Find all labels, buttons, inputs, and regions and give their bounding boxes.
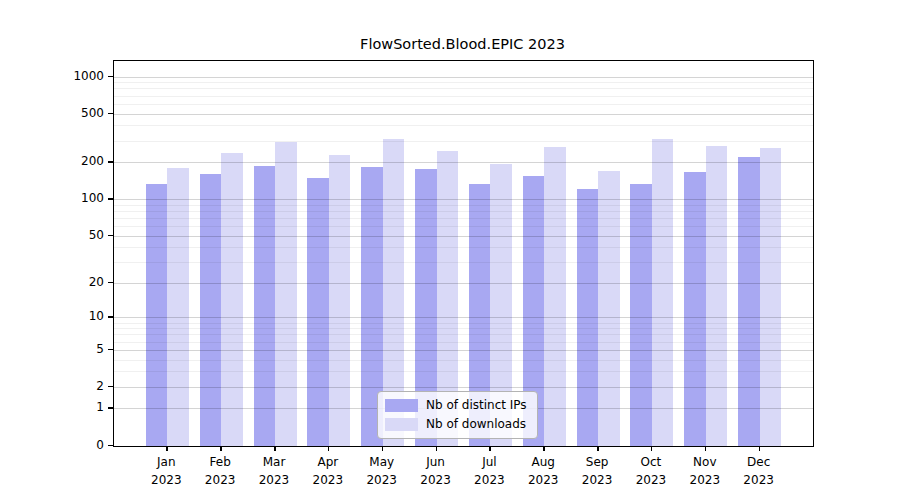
major-gridline — [114, 199, 813, 200]
plot-area — [113, 60, 814, 447]
minor-gridline — [114, 211, 813, 212]
x-tick-mark — [328, 446, 330, 451]
x-tick-label-jun: Jun 2023 — [406, 453, 466, 489]
y-tick-label: 500 — [60, 105, 104, 121]
legend-label-downloads: Nb of downloads — [426, 417, 526, 432]
y-tick-label: 50 — [60, 227, 104, 243]
y-tick-label: 5 — [60, 341, 104, 357]
legend-swatch-distinct-ips — [385, 399, 418, 412]
bar-oct-distinct-ips — [630, 184, 652, 445]
x-tick-mark — [705, 446, 707, 451]
x-tick-mark — [274, 446, 276, 451]
bar-oct-downloads — [652, 139, 674, 446]
major-gridline — [114, 317, 813, 318]
x-tick-mark — [759, 446, 761, 451]
minor-gridline — [114, 328, 813, 329]
minor-gridline — [114, 247, 813, 248]
legend-swatch-downloads — [385, 418, 418, 431]
y-tick-mark — [108, 316, 113, 318]
minor-gridline — [114, 125, 813, 126]
y-tick-label: 1 — [60, 399, 104, 415]
y-tick-label: 200 — [60, 153, 104, 169]
major-gridline — [114, 162, 813, 163]
x-tick-mark — [220, 446, 222, 451]
major-gridline — [114, 77, 813, 78]
legend-label-distinct-ips: Nb of distinct IPs — [426, 398, 527, 413]
x-tick-label-oct: Oct 2023 — [621, 453, 681, 489]
y-tick-mark — [108, 282, 113, 284]
major-gridline — [114, 114, 813, 115]
major-gridline — [114, 283, 813, 284]
x-tick-mark — [543, 446, 545, 451]
bar-mar-distinct-ips — [254, 166, 276, 445]
minor-gridline — [114, 371, 813, 372]
minor-gridline — [114, 141, 813, 142]
major-gridline — [114, 387, 813, 388]
y-tick-label: 10 — [60, 308, 104, 324]
bar-nov-distinct-ips — [684, 172, 706, 446]
x-tick-label-aug: Aug 2023 — [513, 453, 573, 489]
y-tick-label: 1000 — [60, 68, 104, 84]
y-tick-label: 100 — [60, 190, 104, 206]
minor-gridline — [114, 334, 813, 335]
bar-mar-downloads — [275, 142, 297, 446]
x-tick-label-apr: Apr 2023 — [298, 453, 358, 489]
y-tick-mark — [108, 235, 113, 237]
y-tick-mark — [108, 386, 113, 388]
minor-gridline — [114, 218, 813, 219]
y-tick-mark — [108, 76, 113, 78]
bar-dec-distinct-ips — [738, 157, 760, 445]
y-tick-mark — [108, 198, 113, 200]
x-tick-mark — [436, 446, 438, 451]
major-gridline — [114, 236, 813, 237]
minor-gridline — [114, 96, 813, 97]
minor-gridline — [114, 262, 813, 263]
minor-gridline — [114, 205, 813, 206]
bar-feb-distinct-ips — [200, 174, 222, 446]
x-tick-label-dec: Dec 2023 — [729, 453, 789, 489]
minor-gridline — [114, 360, 813, 361]
x-tick-mark — [382, 446, 384, 451]
x-tick-label-jan: Jan 2023 — [136, 453, 196, 489]
minor-gridline — [114, 323, 813, 324]
minor-gridline — [114, 104, 813, 105]
chart-title: FlowSorted.Blood.EPIC 2023 — [113, 36, 812, 52]
bar-feb-downloads — [221, 153, 243, 446]
x-tick-label-may: May 2023 — [352, 453, 412, 489]
y-tick-label: 2 — [60, 378, 104, 394]
bar-nov-downloads — [706, 146, 728, 446]
y-tick-mark — [108, 407, 113, 409]
legend-entry-distinct-ips: Nb of distinct IPs — [385, 398, 527, 413]
minor-gridline — [114, 226, 813, 227]
bar-dec-downloads — [760, 148, 782, 446]
y-tick-mark — [108, 445, 113, 447]
minor-gridline — [114, 342, 813, 343]
x-tick-label-sep: Sep 2023 — [567, 453, 627, 489]
minor-gridline — [114, 88, 813, 89]
bar-aug-downloads — [544, 147, 566, 446]
y-tick-mark — [108, 349, 113, 351]
x-tick-mark — [597, 446, 599, 451]
x-tick-mark — [489, 446, 491, 451]
bar-jan-distinct-ips — [146, 184, 168, 446]
x-tick-label-feb: Feb 2023 — [190, 453, 250, 489]
x-tick-label-mar: Mar 2023 — [244, 453, 304, 489]
x-tick-mark — [651, 446, 653, 451]
y-tick-label: 0 — [60, 437, 104, 453]
legend: Nb of distinct IPs Nb of downloads — [377, 391, 538, 439]
legend-entry-downloads: Nb of downloads — [385, 417, 527, 432]
y-tick-label: 20 — [60, 274, 104, 290]
bar-sep-downloads — [598, 171, 620, 446]
y-tick-mark — [108, 161, 113, 163]
y-tick-mark — [108, 113, 113, 115]
x-tick-label-jul: Jul 2023 — [459, 453, 519, 489]
minor-gridline — [114, 82, 813, 83]
x-tick-label-nov: Nov 2023 — [675, 453, 735, 489]
major-gridline — [114, 350, 813, 351]
x-tick-mark — [166, 446, 168, 451]
bar-jan-downloads — [167, 168, 189, 446]
figure-canvas: FlowSorted.Blood.EPIC 2023 0 1 2 5 10 20 50 100… — [0, 0, 900, 500]
